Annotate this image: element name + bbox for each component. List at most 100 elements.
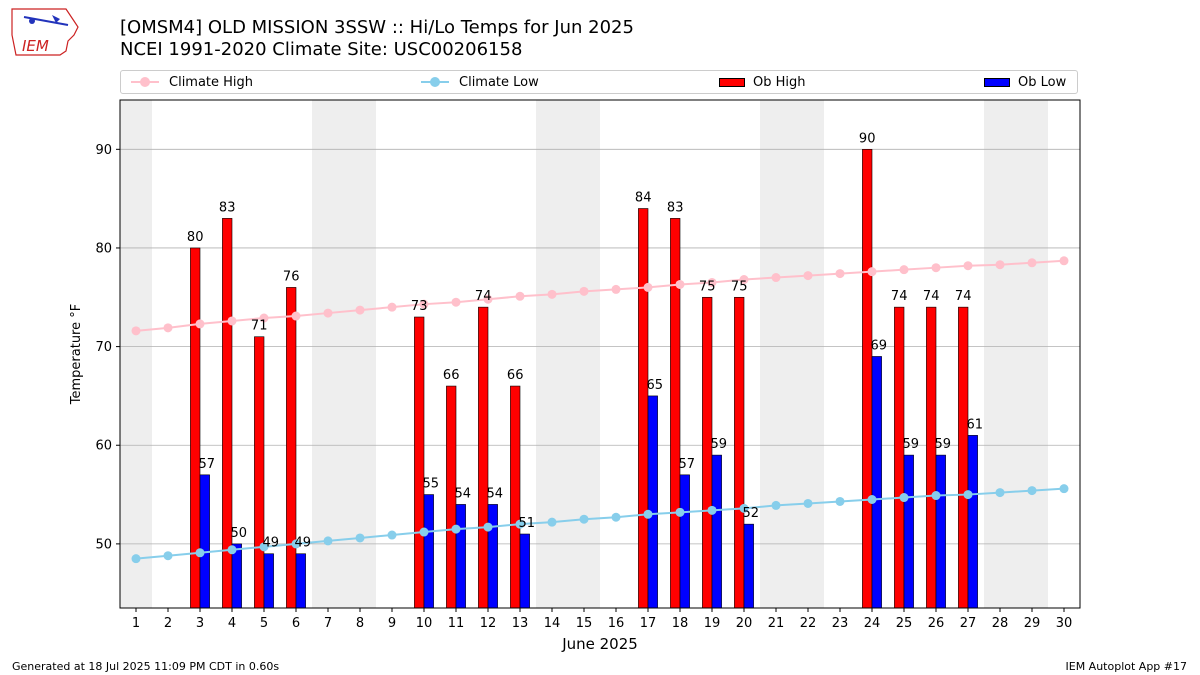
climate-high-point [227, 316, 237, 326]
ob-low-value-label: 49 [263, 536, 280, 551]
climate-low-point [963, 490, 973, 500]
x-tick-label: 11 [448, 616, 465, 631]
x-tick-label: 30 [1056, 616, 1073, 631]
ob-high-value-label: 80 [187, 230, 204, 245]
generated-timestamp: Generated at 18 Jul 2025 11:09 PM CDT in… [12, 660, 280, 673]
climate-high-point [387, 302, 397, 312]
x-tick-label: 17 [640, 616, 657, 631]
x-tick-label: 16 [608, 616, 625, 631]
ob-high-bar [286, 287, 297, 609]
climate-low-point [259, 542, 269, 552]
ob-low-bar [519, 533, 530, 609]
ob-low-bar [711, 454, 722, 609]
chart-title-line-1: [OMSM4] OLD MISSION 3SSW :: Hi/Lo Temps … [120, 17, 634, 38]
ob-low-bar [487, 504, 498, 609]
ob-high-value-label: 74 [475, 289, 492, 304]
climate-high-point [355, 305, 365, 315]
climate-high-point [259, 313, 269, 323]
climate-high-point [131, 326, 141, 336]
ob-high-value-label: 73 [411, 299, 428, 314]
x-tick-label: 21 [768, 616, 785, 631]
climate-high-line [135, 259, 1065, 332]
ob-low-bar [199, 474, 210, 609]
climate-high-point [707, 277, 717, 287]
x-tick-label: 3 [196, 616, 204, 631]
ob-high-value-label: 74 [923, 289, 940, 304]
climate-low-point [675, 507, 685, 517]
ob-low-bar [647, 395, 658, 609]
ob-low-value-label: 59 [711, 437, 728, 452]
climate-high-point [547, 289, 557, 299]
x-tick-label: 20 [736, 616, 753, 631]
climate-low-point [547, 517, 557, 527]
ob-low-value-label: 52 [743, 506, 760, 521]
ob-low-bar [903, 454, 914, 609]
ob-low-value-label: 59 [903, 437, 920, 452]
x-tick-label: 9 [388, 616, 396, 631]
x-tick-label: 22 [800, 616, 817, 631]
chart-title-line-2: NCEI 1991-2020 Climate Site: USC00206158 [120, 39, 523, 60]
climate-high-point [1059, 256, 1069, 266]
climate-low-point [803, 498, 813, 508]
ob-low-bar [967, 435, 978, 609]
ob-low-value-label: 57 [199, 457, 216, 472]
climate-low-point [835, 496, 845, 506]
ob-high-value-label: 76 [283, 269, 300, 284]
ob-high-value-label: 75 [731, 279, 748, 294]
weekend-band [120, 100, 152, 608]
ob-high-bar [862, 149, 873, 609]
climate-high-point [771, 273, 781, 283]
ob-low-value-label: 55 [423, 477, 440, 492]
x-tick-label: 25 [896, 616, 913, 631]
x-tick-label: 13 [512, 616, 529, 631]
x-tick-label: 12 [480, 616, 497, 631]
climate-low-point [355, 533, 365, 543]
x-tick-label: 24 [864, 616, 881, 631]
climate-high-point [1027, 258, 1037, 268]
ob-high-value-label: 74 [955, 289, 972, 304]
x-tick-label: 14 [544, 616, 561, 631]
chart-title: [OMSM4] OLD MISSION 3SSW :: Hi/Lo Temps … [120, 17, 634, 61]
x-tick-label: 5 [260, 616, 268, 631]
ob-high-bar [702, 296, 713, 609]
ob-high-value-label: 74 [891, 289, 908, 304]
ob-high-bar [958, 306, 969, 609]
ob-high-bar [414, 316, 425, 609]
x-tick-label: 15 [576, 616, 593, 631]
climate-high-point [899, 265, 909, 275]
y-tick-label: 60 [95, 439, 112, 454]
legend: Climate High Climate Low Ob High Ob Low [120, 70, 1078, 94]
ob-high-value-label: 83 [667, 200, 684, 215]
ob-low-bar [743, 523, 754, 609]
climate-low-point [643, 509, 653, 519]
ob-high-value-label: 84 [635, 191, 652, 206]
climate-low-point [163, 551, 173, 561]
climate-low-point [611, 512, 621, 522]
climate-high-point [419, 299, 429, 309]
climate-low-point [483, 522, 493, 532]
ob-low-bar [295, 553, 306, 609]
climate-low-point [771, 500, 781, 510]
x-tick-label: 4 [228, 616, 236, 631]
climate-low-point [451, 524, 461, 534]
ob-low-bar [935, 454, 946, 609]
climate-high-point [739, 275, 749, 285]
climate-low-point [227, 545, 237, 555]
ob-high-bar [638, 208, 649, 609]
ob-low-bar [871, 356, 882, 609]
logo-station-dot [29, 18, 35, 24]
weekend-band [760, 100, 824, 608]
ob-high-bar [926, 306, 937, 609]
x-tick-label: 29 [1024, 616, 1041, 631]
climate-high-point [963, 261, 973, 271]
climate-high-line-swatch [131, 77, 159, 87]
grid-lines [120, 148, 1080, 545]
ob-high-value-label: 66 [507, 368, 524, 383]
climate-low-point [579, 514, 589, 524]
climate-high-point [195, 319, 205, 329]
iowa-outline [11, 8, 79, 56]
iem-logo: IEM [11, 8, 79, 56]
ob-low-value-label: 50 [231, 526, 248, 541]
climate-low-point [899, 493, 909, 503]
climate-low-point [1059, 484, 1069, 494]
